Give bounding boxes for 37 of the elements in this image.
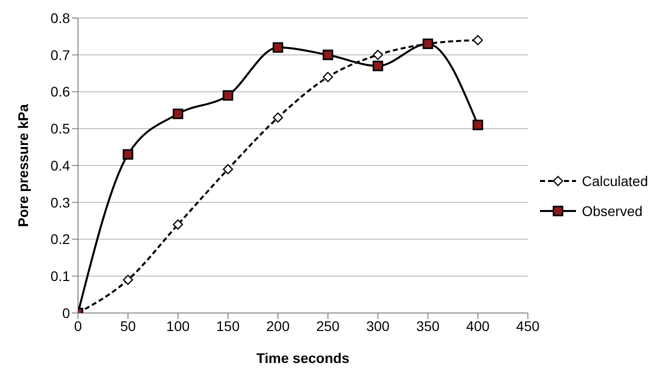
point bbox=[272, 112, 284, 123]
y-tick-label: 0.1 bbox=[50, 268, 70, 284]
x-tick-label: 250 bbox=[316, 318, 340, 334]
y-tick-label: 0.3 bbox=[50, 194, 70, 210]
x-tick-label: 300 bbox=[366, 318, 390, 334]
x-tick-label: 50 bbox=[120, 318, 136, 334]
y-tick-label: 0.6 bbox=[50, 84, 70, 100]
point bbox=[122, 149, 134, 160]
x-tick-label: 400 bbox=[466, 318, 490, 334]
x-tick-label: 350 bbox=[416, 318, 440, 334]
point bbox=[372, 50, 383, 60]
x-tick-label: 100 bbox=[166, 318, 190, 334]
legend-label: Observed bbox=[582, 202, 643, 218]
x-tick-label: 150 bbox=[216, 318, 240, 334]
y-tick-label: 0.8 bbox=[50, 10, 70, 26]
point bbox=[272, 42, 284, 53]
point bbox=[322, 50, 334, 60]
point bbox=[122, 274, 134, 285]
y-tick-label: 0.2 bbox=[50, 231, 70, 248]
x-tick-label: 450 bbox=[516, 318, 540, 334]
point bbox=[322, 72, 334, 82]
y-tick-label: 0.5 bbox=[50, 120, 70, 137]
point bbox=[222, 164, 234, 174]
point bbox=[222, 90, 234, 101]
y-tick-label: 0.7 bbox=[50, 46, 70, 63]
point bbox=[472, 35, 483, 46]
y-tick-label: 0 bbox=[62, 304, 70, 321]
point bbox=[372, 60, 384, 72]
point bbox=[472, 120, 484, 130]
x-axis-title: Time seconds bbox=[256, 350, 350, 366]
y-axis-title: Pore pressure kPa bbox=[14, 104, 31, 227]
x-tick-label: 200 bbox=[266, 318, 290, 334]
legend-label: Calculated bbox=[582, 172, 648, 188]
point bbox=[172, 219, 184, 230]
point bbox=[172, 108, 184, 120]
y-tick-label: 0.4 bbox=[50, 157, 70, 174]
x-tick-label: 0 bbox=[74, 318, 82, 334]
